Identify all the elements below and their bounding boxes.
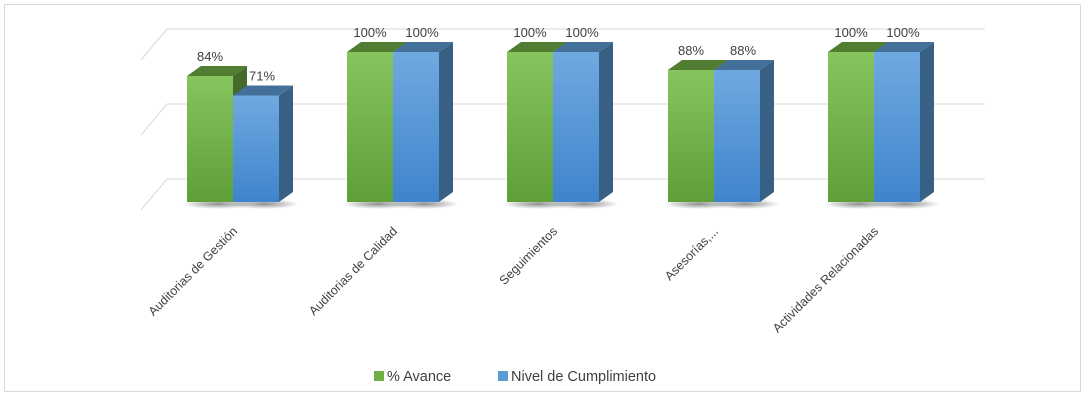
legend-label: % Avance xyxy=(387,369,451,385)
bar-avance xyxy=(507,52,553,202)
bar-top xyxy=(874,42,934,52)
data-label: 100% xyxy=(513,25,547,40)
data-label: 71% xyxy=(249,69,275,84)
data-label: 88% xyxy=(678,43,704,58)
gridline xyxy=(140,28,985,61)
bar-cumplimiento xyxy=(233,95,279,202)
bar-top xyxy=(507,42,567,52)
bar-side xyxy=(760,60,774,202)
data-label: 88% xyxy=(730,43,756,58)
data-label: 100% xyxy=(565,25,599,40)
data-label: 84% xyxy=(197,49,223,64)
bar-side xyxy=(439,42,453,202)
bars-layer xyxy=(183,42,940,209)
bar-top xyxy=(233,85,293,96)
category-label: Auditorias de Calidad xyxy=(306,224,400,318)
bar-cumplimiento xyxy=(714,70,760,202)
bar-side xyxy=(599,42,613,202)
bar-cumplimiento xyxy=(553,52,599,202)
bar-side xyxy=(279,85,293,202)
data-label: 100% xyxy=(405,25,439,40)
data-label: 100% xyxy=(353,25,387,40)
bar-avance xyxy=(347,52,393,202)
legend-label: Nivel de Cumplimiento xyxy=(511,369,656,385)
bar-top xyxy=(553,42,613,52)
bar-top xyxy=(187,66,247,76)
legend-swatch-avance xyxy=(374,371,384,381)
bar-avance xyxy=(828,52,874,202)
bar-top xyxy=(347,42,407,52)
category-label: Actividades Relacionadas xyxy=(770,224,881,335)
bar-top xyxy=(668,60,728,70)
category-label: Asesorías,... xyxy=(662,224,721,283)
category-label: Auditorias de Gestión xyxy=(146,224,240,318)
bar-avance xyxy=(668,70,714,202)
bar-avance xyxy=(187,76,233,202)
bar-side xyxy=(920,42,934,202)
data-label: 100% xyxy=(834,25,868,40)
legend: % Avance Nivel de Cumplimiento xyxy=(374,369,656,385)
bar-top xyxy=(393,42,453,52)
category-label: Seguimientos xyxy=(497,224,560,287)
bar-top xyxy=(828,42,888,52)
legend-swatch-cumplimiento xyxy=(498,371,508,381)
data-label: 100% xyxy=(886,25,920,40)
data-labels-layer: 84% 71% 100% 100% 100% 100% 88% 88% 100% 100% xyxy=(197,25,920,84)
bar-top xyxy=(714,60,774,70)
bar-cumplimiento xyxy=(393,52,439,202)
bar-cumplimiento xyxy=(874,52,920,202)
category-labels-layer: Auditorias de Gestión Auditorias de Calid… xyxy=(146,224,881,335)
